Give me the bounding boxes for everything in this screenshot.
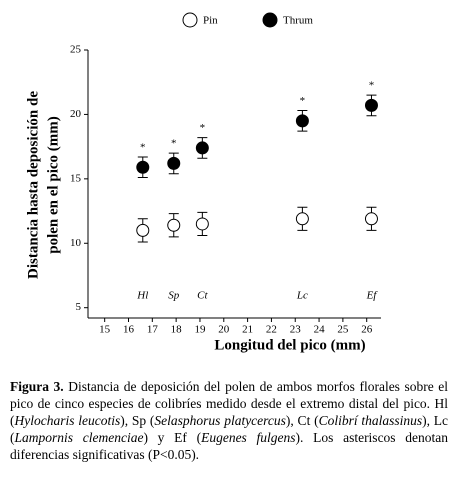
x-axis-title: Longitud del pico (mm)	[214, 337, 365, 353]
significance: *	[200, 122, 206, 134]
point	[195, 217, 209, 231]
species-label: Ct	[197, 290, 208, 302]
caption-text: ), Ct (	[285, 413, 319, 428]
x-tick-label: 26	[361, 324, 373, 336]
x-tick-label: 23	[290, 324, 302, 336]
caption-text: Hylocharis leucotis	[14, 413, 121, 428]
point	[167, 156, 181, 170]
chart: Longitud del pico (mm) Distancia hasta d…	[25, 12, 381, 353]
x-tick-label: 22	[266, 324, 277, 336]
significance: *	[171, 138, 177, 150]
x-tick-label: 24	[314, 324, 326, 336]
y-tick-label: 5	[76, 301, 82, 313]
significance: *	[369, 80, 375, 92]
x-tick-label: 19	[194, 324, 206, 336]
point	[167, 218, 181, 232]
point	[364, 98, 378, 112]
caption-text: Figura 3.	[10, 379, 64, 394]
caption-text: Colibrí thalassinus	[318, 413, 423, 428]
significance: *	[140, 141, 146, 153]
legend-marker	[182, 12, 198, 28]
point	[295, 114, 309, 128]
y-axis-title: Distancia hasta deposición de	[25, 91, 41, 279]
x-tick-label: 21	[242, 324, 253, 336]
caption-text: ). Los asteriscos denotan diferencias si…	[10, 430, 449, 462]
species-label: Ef	[366, 290, 379, 302]
caption-text: ) y Ef (	[143, 430, 202, 445]
y-tick-label: 20	[70, 108, 82, 120]
y-tick-label: 25	[70, 44, 82, 56]
species-label: Lc	[296, 290, 308, 302]
legend-label: Thrum	[283, 15, 313, 27]
legend-marker	[262, 12, 278, 28]
caption-text: Lampornis clemenciae	[14, 430, 144, 445]
point	[364, 212, 378, 226]
point	[195, 141, 209, 155]
point	[136, 160, 150, 174]
caption: Figura 3. Distancia de deposición del po…	[10, 378, 448, 463]
x-tick-label: 17	[147, 324, 159, 336]
x-tick-label: 18	[171, 324, 183, 336]
significance: *	[300, 95, 306, 107]
x-tick-label: 25	[337, 324, 349, 336]
caption-text: ), Sp (	[120, 413, 155, 428]
x-tick-label: 15	[99, 324, 111, 336]
caption-text: Eugenes fulgens	[201, 430, 296, 445]
caption-text: Distancia de deposición del polen de amb…	[10, 379, 448, 428]
y-axis-title: polen en el pico (mm)	[45, 116, 61, 253]
species-label: Hl	[136, 290, 148, 302]
x-tick-label: 16	[123, 324, 135, 336]
y-tick-label: 15	[70, 172, 82, 184]
point	[136, 223, 150, 237]
x-tick-label: 20	[218, 324, 230, 336]
caption-text: ), Lc (	[10, 413, 449, 445]
caption-text: Selasphorus platycercus	[154, 413, 286, 428]
species-label: Sp	[168, 290, 180, 302]
y-tick-label: 10	[70, 237, 82, 249]
legend-label: Pin	[203, 15, 218, 27]
point	[295, 212, 309, 226]
